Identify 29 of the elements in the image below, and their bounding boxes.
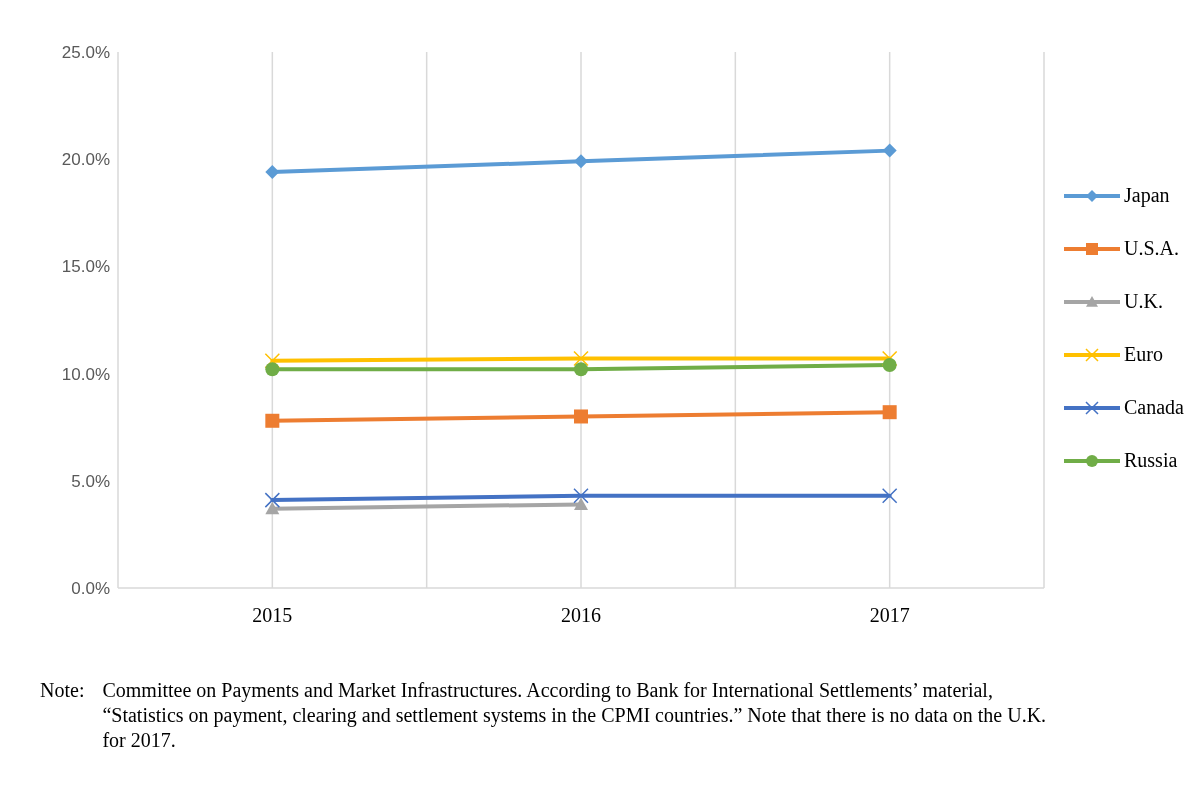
legend-label: U.S.A.	[1124, 237, 1180, 260]
legend-label: Russia	[1124, 449, 1178, 472]
point	[265, 413, 280, 428]
text: Committee on Payments and Market Infrastructures. According to Bank for International Settlements’ material, “Statistics on payment, clearing and settlement systems in the CPMI countries.” Note that there is no data on the U.K. for 2017.	[102, 678, 1048, 753]
point	[264, 352, 281, 369]
y-tick-label: 0.0%	[71, 579, 110, 599]
legend-label: Canada	[1124, 396, 1184, 419]
text: Note:	[40, 678, 85, 703]
y-tick-label: 25.0%	[61, 43, 110, 63]
legend-label: U.K.	[1124, 290, 1163, 313]
y-tick-label: 10.0%	[61, 364, 110, 384]
x-tick-label: 2017	[869, 604, 910, 627]
y-tick-label: 5.0%	[71, 471, 110, 491]
y-tick-label: 20.0%	[61, 150, 110, 170]
x-tick-label: 2015	[252, 604, 293, 627]
point	[265, 362, 280, 377]
legend-label: Euro	[1124, 343, 1163, 366]
point	[881, 488, 898, 504]
point	[574, 409, 588, 424]
point	[574, 154, 588, 169]
point	[265, 165, 280, 180]
legend-label: Japan	[1124, 184, 1170, 207]
x-tick-label: 2016	[561, 604, 601, 627]
y-tick-label: 15.0%	[61, 257, 110, 277]
point	[882, 358, 897, 373]
point	[573, 350, 589, 367]
point	[574, 362, 588, 377]
point	[882, 143, 897, 158]
point	[882, 405, 897, 420]
